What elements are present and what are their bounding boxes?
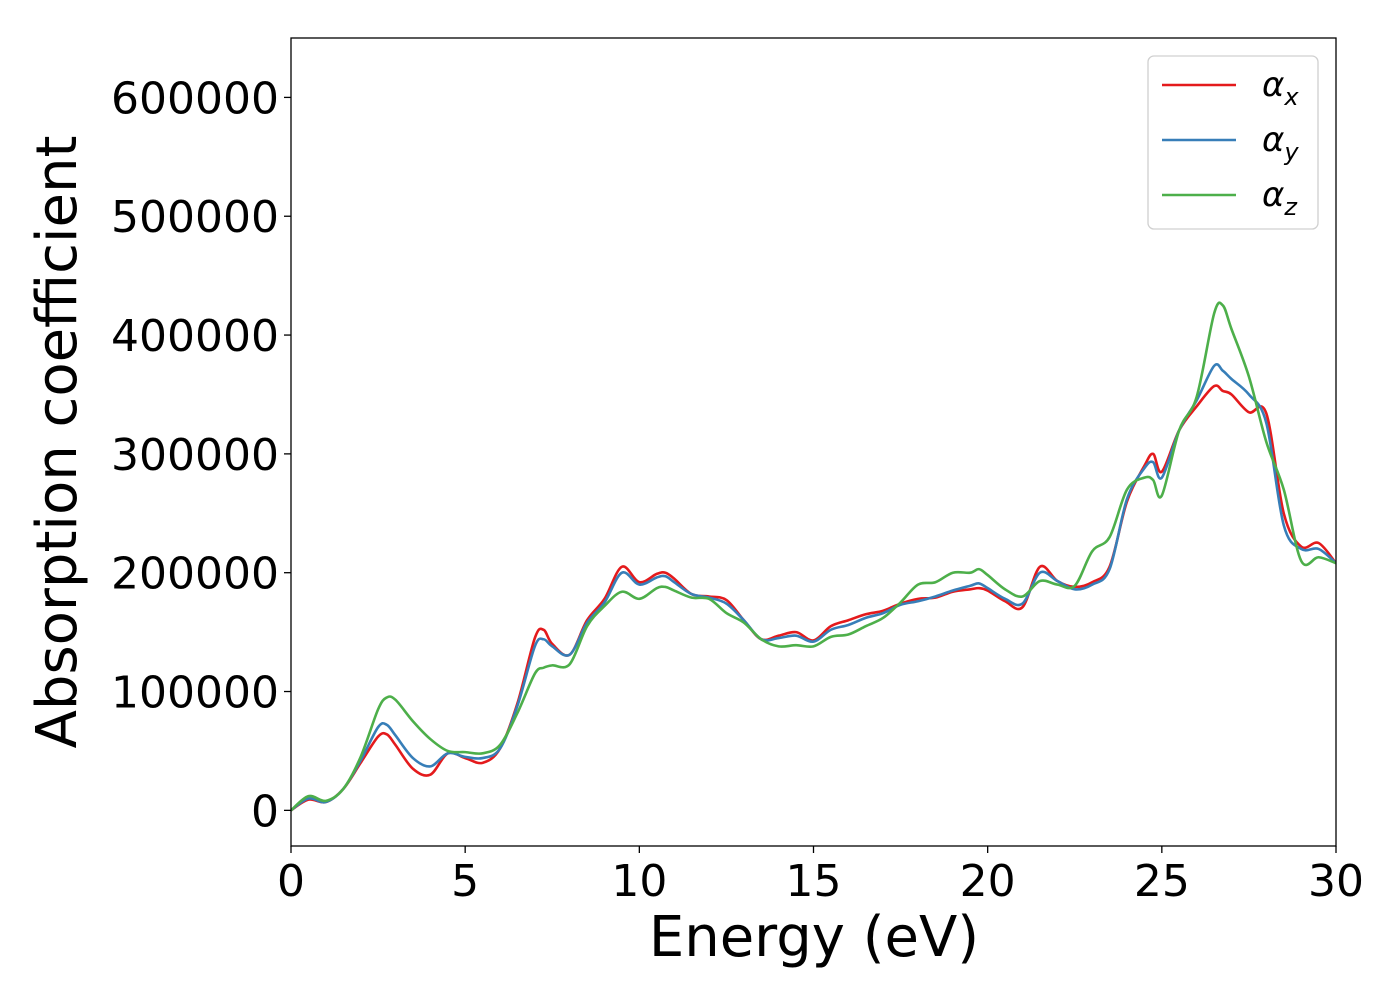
plot-area <box>291 301 1336 812</box>
x-tick-label: 15 <box>786 856 842 907</box>
y-tick-label: 200000 <box>111 549 279 600</box>
series-line-alpha-y <box>291 363 1336 812</box>
y-axis-title: Absorption coefficient <box>25 136 90 749</box>
x-tick-label: 10 <box>611 856 667 907</box>
y-tick-label: 100000 <box>111 668 279 719</box>
series-line-alpha-z <box>291 301 1336 812</box>
y-tick-label: 500000 <box>111 192 279 243</box>
x-tick-label: 20 <box>960 856 1016 907</box>
axes: 0 5 10 15 20 25 30 0 100000 200000 300000 400000 500… <box>111 37 1364 907</box>
y-tick-label: 400000 <box>111 311 279 362</box>
x-tick-label: 30 <box>1308 856 1364 907</box>
y-tick-label: 300000 <box>111 430 279 481</box>
x-tick-label: 5 <box>451 856 479 907</box>
y-tick-label: 0 <box>251 786 279 837</box>
x-tick-label: 25 <box>1134 856 1190 907</box>
y-tick-label: 600000 <box>111 73 279 124</box>
legend-box <box>1147 55 1319 230</box>
x-axis-title: Energy (eV) <box>649 905 979 970</box>
x-tick-label: 0 <box>277 856 305 907</box>
